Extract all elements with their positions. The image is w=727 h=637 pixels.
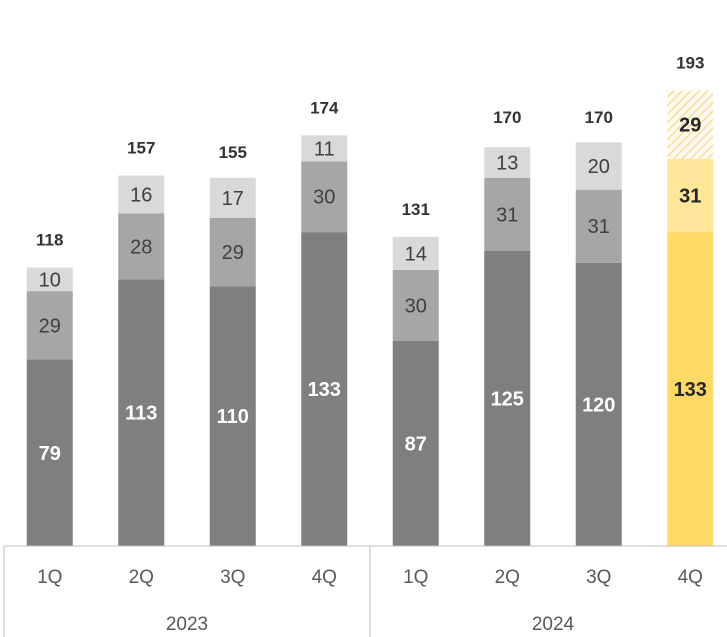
bar-segment <box>484 147 531 178</box>
bar-segment <box>118 213 165 280</box>
segment-value-label: 113 <box>125 403 157 425</box>
bar-segment <box>209 217 256 287</box>
bar-segment <box>209 286 256 546</box>
segment-value-label: 28 <box>130 236 152 258</box>
total-value-label: 170 <box>585 108 613 127</box>
total-value-label: 131 <box>402 200 430 219</box>
bar-segment <box>392 340 439 546</box>
category-tick-label: 1Q <box>403 567 428 588</box>
bars-layer: 79 29 10 113 28 16 110 29 17 133 30 11 87 30 14 125 31 13… <box>26 90 714 546</box>
bar-segment <box>301 161 348 233</box>
category-tick-label: 4Q <box>312 567 337 588</box>
bar-segment <box>667 158 714 233</box>
group-label: 2024 <box>532 614 575 635</box>
segment-value-label: 16 <box>130 184 152 206</box>
total-value-label: 155 <box>219 143 247 162</box>
bar-segment <box>301 232 348 546</box>
totals-layer: 118 157 155 174 131 170 170 193 <box>36 54 704 250</box>
segment-value-label: 31 <box>679 186 701 208</box>
bar-segment <box>392 269 439 341</box>
segment-value-label: 30 <box>313 187 335 209</box>
segment-value-label: 120 <box>582 394 615 416</box>
bar-segment <box>118 175 165 214</box>
bar-segment <box>667 232 714 546</box>
segment-value-label: 29 <box>39 315 61 337</box>
category-tick-label: 3Q <box>586 567 611 588</box>
bar-segment <box>118 279 165 546</box>
total-value-label: 157 <box>127 138 155 157</box>
category-tick-label: 3Q <box>220 567 245 588</box>
segment-value-label: 125 <box>491 389 524 411</box>
segment-value-label: 10 <box>39 269 61 291</box>
segment-value-label: 29 <box>679 115 701 137</box>
total-value-label: 174 <box>310 98 339 117</box>
bar-segment <box>301 135 348 162</box>
segment-value-label: 13 <box>496 153 518 175</box>
segment-value-label: 11 <box>314 138 335 160</box>
segment-value-label: 31 <box>496 204 518 226</box>
group-label: 2023 <box>166 614 208 635</box>
category-axis: 1Q 2Q 3Q 4Q 1Q 2Q 3Q 4Q 2023 2024 <box>3 545 727 637</box>
segment-value-label: 14 <box>405 243 427 265</box>
segment-value-label: 17 <box>222 188 244 210</box>
segment-value-label: 87 <box>405 433 427 455</box>
segment-value-label: 31 <box>588 216 610 238</box>
total-value-label: 170 <box>493 108 521 127</box>
segment-value-label: 133 <box>674 379 707 401</box>
bar-segment <box>667 90 714 159</box>
bar-segment <box>26 291 73 360</box>
bar-segment <box>26 267 73 292</box>
bar-segment <box>26 359 73 546</box>
bar-segment <box>484 177 531 251</box>
bar-segment <box>575 142 622 190</box>
category-tick-label: 4Q <box>678 567 703 588</box>
bar-segment <box>209 177 256 218</box>
category-tick-label: 2Q <box>129 567 154 588</box>
segment-value-label: 110 <box>217 406 249 428</box>
bar-segment <box>575 189 622 263</box>
segment-value-label: 30 <box>405 295 427 317</box>
category-tick-label: 1Q <box>37 567 62 588</box>
segment-value-label: 79 <box>39 443 61 465</box>
bar-segment <box>575 262 622 546</box>
segment-value-label: 20 <box>588 156 610 178</box>
bar-segment <box>392 236 439 270</box>
segment-value-label: 29 <box>222 242 244 264</box>
bar-segment <box>484 251 531 546</box>
total-value-label: 193 <box>676 54 704 73</box>
total-value-label: 118 <box>36 231 63 250</box>
segment-value-label: 133 <box>308 379 341 401</box>
category-tick-label: 2Q <box>495 567 520 588</box>
